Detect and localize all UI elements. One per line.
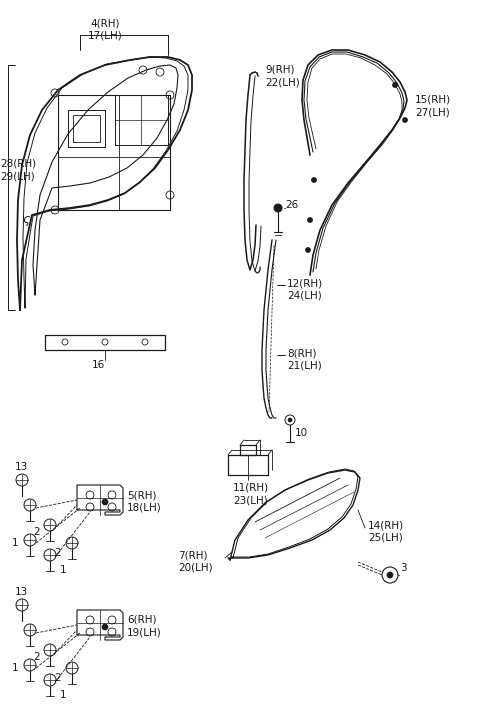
Text: 14(RH)
25(LH): 14(RH) 25(LH) (368, 520, 404, 542)
Text: 2: 2 (33, 652, 40, 662)
Text: 2: 2 (33, 527, 40, 537)
Circle shape (305, 248, 311, 253)
Circle shape (403, 117, 408, 123)
Text: 6(RH)
19(LH): 6(RH) 19(LH) (127, 615, 162, 638)
Text: 1: 1 (60, 565, 67, 575)
Text: 16: 16 (91, 360, 105, 370)
Text: 3: 3 (400, 563, 407, 573)
Text: 10: 10 (295, 428, 308, 438)
Text: 8(RH)
21(LH): 8(RH) 21(LH) (287, 348, 322, 371)
Circle shape (393, 83, 397, 88)
Text: 1: 1 (12, 663, 19, 673)
Text: 12(RH)
24(LH): 12(RH) 24(LH) (287, 278, 323, 300)
Circle shape (288, 418, 292, 422)
Text: 28(RH)
29(LH): 28(RH) 29(LH) (0, 159, 36, 181)
Text: 2: 2 (54, 673, 60, 683)
Text: 1: 1 (12, 538, 19, 548)
Text: 13: 13 (15, 587, 28, 597)
Text: 15(RH)
27(LH): 15(RH) 27(LH) (415, 95, 451, 117)
Text: 4(RH)
17(LH): 4(RH) 17(LH) (88, 18, 122, 40)
Text: 5(RH)
18(LH): 5(RH) 18(LH) (127, 490, 162, 513)
Text: 9(RH)
22(LH): 9(RH) 22(LH) (265, 65, 300, 88)
Text: 26: 26 (285, 200, 298, 210)
Text: 1: 1 (60, 690, 67, 700)
Text: ς: ς (22, 213, 30, 227)
Text: 7(RH)
20(LH): 7(RH) 20(LH) (178, 550, 213, 573)
Text: 2: 2 (54, 548, 60, 558)
Circle shape (102, 624, 108, 630)
Circle shape (308, 217, 312, 222)
Circle shape (312, 177, 316, 182)
Text: 11(RH)
23(LH): 11(RH) 23(LH) (233, 483, 269, 505)
Circle shape (274, 204, 282, 212)
Circle shape (102, 499, 108, 505)
Text: 13: 13 (15, 462, 28, 472)
Circle shape (387, 572, 393, 578)
